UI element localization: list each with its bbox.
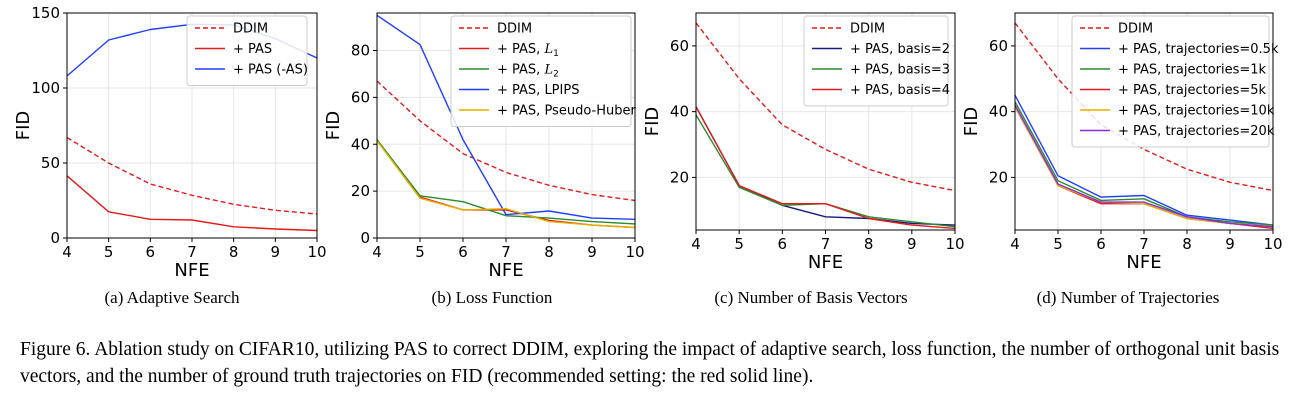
x-tick-label: 5 [734,235,744,253]
x-tick-label: 4 [62,243,72,261]
series-line-1 [376,80,636,202]
series-line-5 [376,140,636,229]
x-tick-label: 10 [1263,235,1282,253]
x-tick-label: 4 [1010,235,1020,253]
y-axis-label: FID [642,107,663,137]
legend-label: + PAS, basis=4 [850,83,950,98]
figure-caption: Figure 6. Ablation study on CIFAR10, uti… [20,339,1280,387]
legend-label: DDIM [233,22,268,37]
legend-label: + PAS, LPIPS [497,83,579,98]
series-line-6 [1014,104,1274,228]
y-axis-label: FID [961,107,982,137]
y-tick-label: 80 [351,42,370,60]
x-tick-label: 8 [864,235,874,253]
x-tick-label: 8 [544,243,554,261]
y-tick-label: 100 [31,79,60,97]
series-line-4 [376,14,636,220]
legend: DDIM + PAS, basis=2 + PAS, basis=3 + PAS, b… [803,15,950,107]
x-tick-label: 8 [1182,235,1192,253]
x-tick-label: 10 [625,243,644,261]
series-line-1 [1014,22,1274,192]
legend: DDIM + PAS + PAS (-AS) [186,15,308,86]
x-tick-label: 10 [307,243,326,261]
legend-label: + PAS, L1 [497,42,559,59]
x-tick-label: 10 [945,235,964,253]
x-tick-label: 7 [821,235,831,253]
legend-label: + PAS, L2 [497,63,559,80]
x-tick-label: 9 [1225,235,1235,253]
y-axis-label: FID [13,111,34,141]
y-tick-label: 0 [360,229,370,247]
legend-label: DDIM [497,22,532,37]
x-tick-label: 9 [271,243,281,261]
x-tick-label: 6 [458,243,468,261]
series-line-1 [695,22,956,192]
x-tick-label: 5 [104,243,114,261]
series-line-2 [1014,94,1274,226]
x-axis-label: NFE [174,260,209,281]
y-axis-label: FID [323,111,344,141]
legend: DDIM + PAS, trajectories=0.5k + PAS, traje… [1071,15,1279,148]
legend-box [803,15,949,107]
chart-panel-2: 4 5 6 7 8 9 10 0 20 40 60 80 NFE FID DDIM + PAS, L1 + PA… [323,12,645,307]
y-tick-label: 60 [351,88,370,106]
legend-box [450,15,632,127]
x-tick-label: 6 [1096,235,1106,253]
x-axis-label: NFE [808,252,843,273]
x-tick-label: 7 [501,243,511,261]
subcaption: (b) Loss Function [432,288,553,307]
x-tick-label: 9 [587,243,597,261]
y-tick-label: 40 [351,135,370,153]
x-axis-label: NFE [488,260,523,281]
x-tick-label: 5 [415,243,425,261]
x-tick-label: 6 [778,235,788,253]
x-tick-label: 8 [229,243,239,261]
legend-label: DDIM [1118,22,1153,37]
legend-label: + PAS (-AS) [233,63,308,78]
y-tick-label: 60 [670,37,689,55]
x-tick-label: 4 [691,235,701,253]
y-tick-label: 20 [670,168,689,186]
legend-label: + PAS, trajectories=0.5k [1118,42,1279,57]
legend-label: + PAS, trajectories=5k [1118,83,1267,98]
legend-label: + PAS [233,42,272,57]
series-line-1 [66,136,318,215]
y-tick-label: 40 [989,103,1008,121]
x-tick-label: 4 [372,243,382,261]
y-tick-label: 50 [41,154,60,172]
legend-box [1071,15,1270,148]
series-line-3 [376,139,636,225]
y-tick-label: 150 [31,4,60,22]
legend-label: + PAS, Pseudo-Huber [497,104,636,119]
y-tick-label: 60 [989,37,1008,55]
legend-box [186,15,308,86]
legend-label: + PAS, trajectories=1k [1118,63,1267,78]
y-tick-label: 20 [351,182,370,200]
series-line-4 [695,106,956,230]
legend-label: + PAS, basis=3 [850,63,950,78]
legend-label: + PAS, trajectories=10k [1118,104,1275,119]
subcaption: (c) Number of Basis Vectors [714,288,907,307]
x-axis-label: NFE [1126,252,1161,273]
legend-label: + PAS, basis=2 [850,42,950,57]
x-tick-label: 6 [146,243,156,261]
legend-label: DDIM [850,22,885,37]
x-tick-label: 9 [907,235,917,253]
x-tick-label: 5 [1053,235,1063,253]
chart-panel-4: 4 5 6 7 8 9 10 20 40 60 NFE FID DDIM + PAS, trajector… [961,12,1283,307]
y-tick-label: 0 [50,229,60,247]
x-tick-label: 7 [187,243,197,261]
subcaption: (d) Number of Trajectories [1037,288,1220,307]
chart-panel-3: 4 5 6 7 8 9 10 20 40 60 NFE FID DDIM + PAS, basis=2 + … [642,12,965,307]
series-line-2 [66,175,318,232]
series-line-3 [1014,101,1274,226]
y-tick-label: 40 [670,103,689,121]
legend-label: + PAS, trajectories=20k [1118,124,1275,139]
legend: DDIM + PAS, L1 + PAS, L2 + PAS, LPIPS + PAS,… [450,15,636,127]
x-tick-label: 7 [1139,235,1149,253]
subcaption: (a) Adaptive Search [105,288,240,307]
y-tick-label: 20 [989,168,1008,186]
